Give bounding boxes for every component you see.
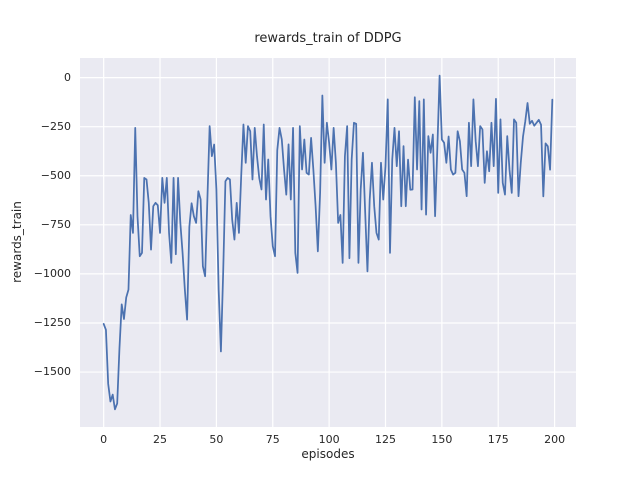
y-tick-label: 0 <box>64 70 71 84</box>
x-tick-label: 200 <box>544 433 566 446</box>
x-tick-label: 0 <box>100 433 108 446</box>
x-tick-label: 75 <box>265 433 280 446</box>
y-tick-label: −1000 <box>33 266 71 280</box>
y-tick-label: −500 <box>40 168 71 182</box>
series-line-rewards_train <box>102 74 554 411</box>
y-tick-label: −1250 <box>33 315 71 329</box>
x-axis-label: episodes <box>301 447 355 461</box>
x-tick-label: 50 <box>209 433 224 446</box>
x-tick-label: 100 <box>318 433 340 446</box>
x-tick-label: 175 <box>487 433 509 446</box>
y-tick-label: −250 <box>40 119 71 133</box>
y-tick-label: −750 <box>40 217 71 231</box>
plot-area <box>80 58 576 427</box>
chart-title: rewards_train of DDPG <box>254 31 402 46</box>
y-tick-label: −1500 <box>33 365 71 379</box>
x-tick-label: 150 <box>431 433 453 446</box>
line-chart-svg <box>80 58 576 427</box>
x-tick-label: 25 <box>153 433 168 446</box>
x-tick-label: 125 <box>374 433 396 446</box>
